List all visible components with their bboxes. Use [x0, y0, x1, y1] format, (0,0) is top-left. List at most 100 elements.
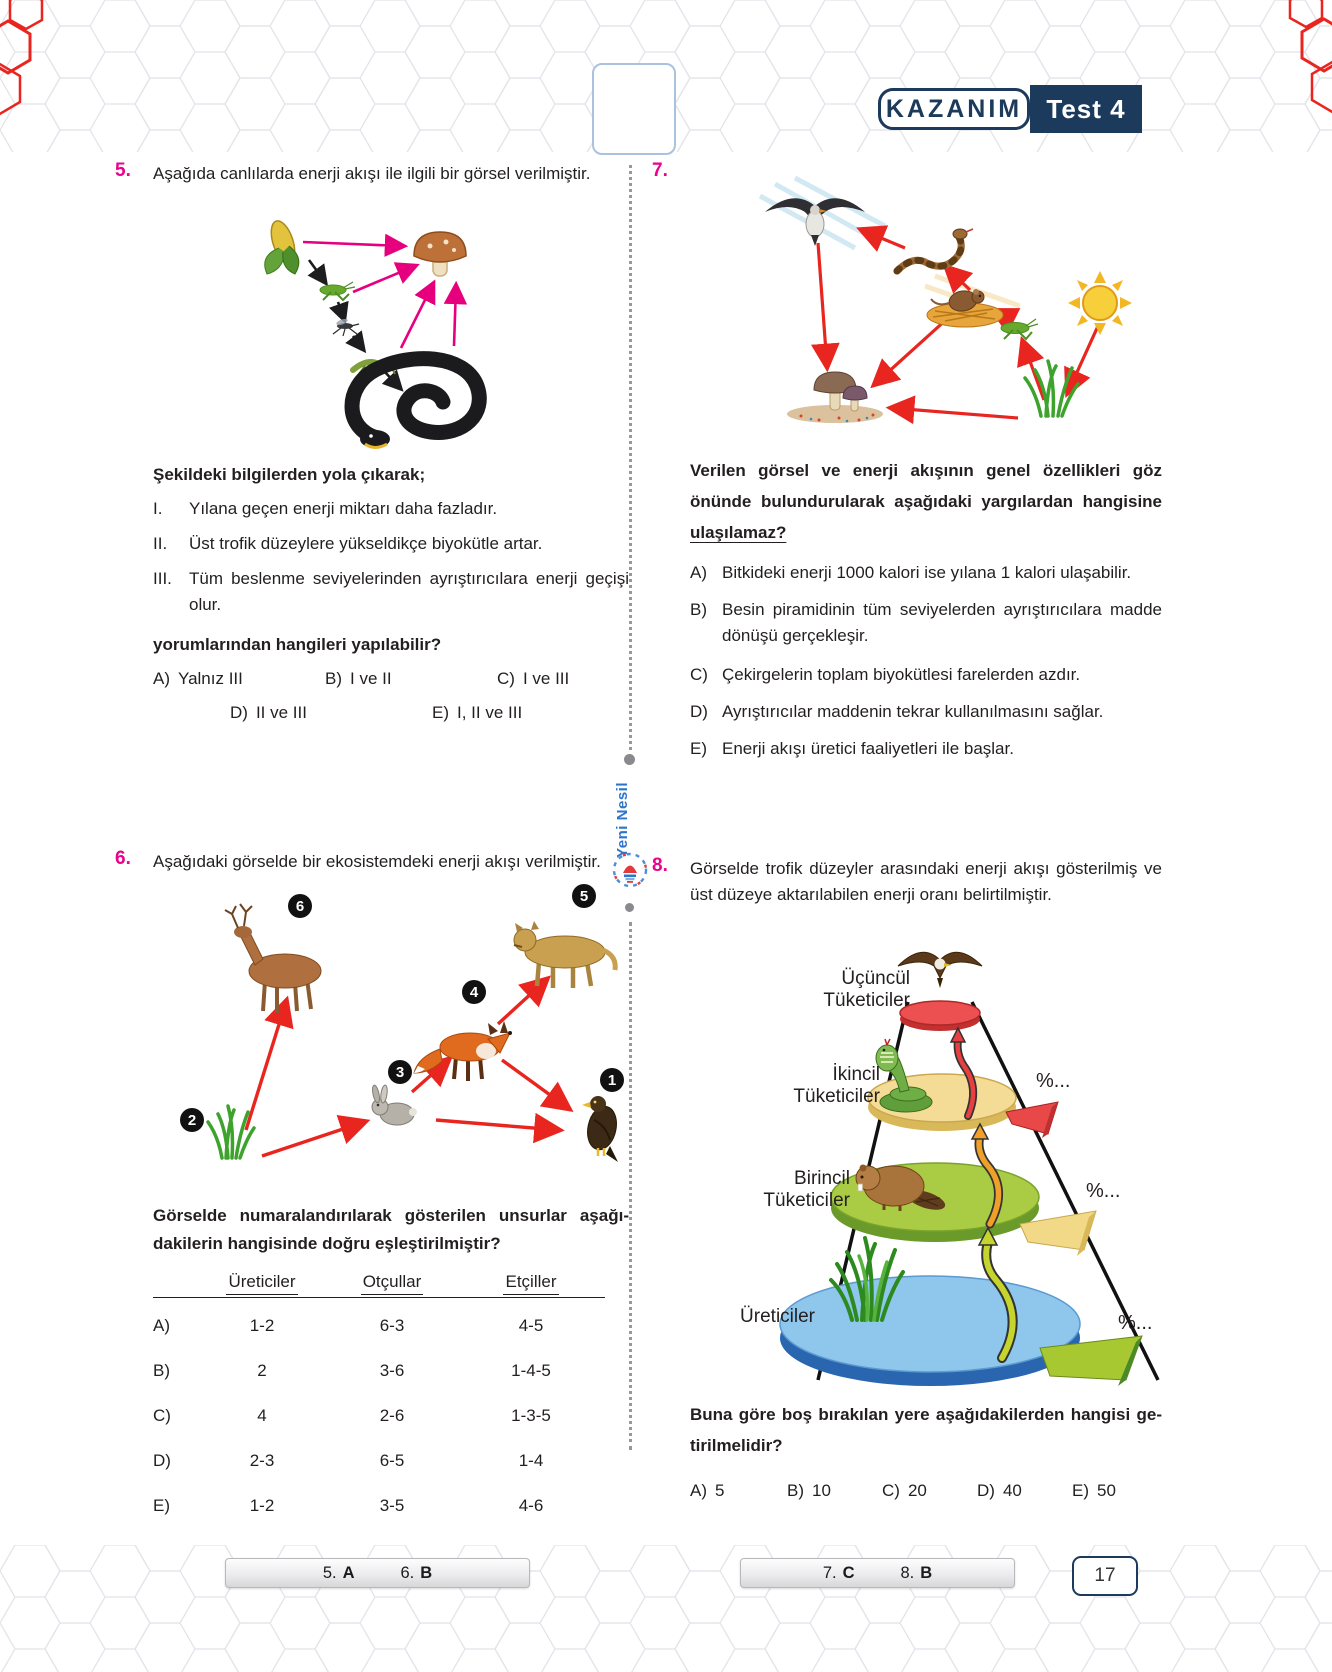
q5-options-row2: D) II ve III E) I, II ve III — [153, 700, 629, 726]
q5-intro: Aşağıda canlılarda enerji akışı ile ilgi… — [153, 164, 591, 183]
q6-question-line1: Görselde numaralandırılarak gösterilen u… — [153, 1206, 629, 1225]
mushrooms-icon — [787, 371, 883, 423]
mushroom-icon — [413, 231, 467, 277]
q5-number: 5. — [115, 160, 131, 181]
percent-label-2: %... — [1086, 1180, 1121, 1202]
q6-col-herbivores: Otçullar — [360, 1272, 424, 1295]
badge-5: 5 — [572, 884, 596, 908]
corn-icon — [264, 220, 300, 275]
badge-3: 3 — [388, 1060, 412, 1084]
divider-bullet-small — [625, 903, 634, 912]
q6-table-row-a: A) 1-2 6-3 4-5 — [153, 1316, 544, 1335]
q5-option-d: D) II ve III — [230, 703, 307, 722]
q5-option-b: B) I ve II — [325, 669, 392, 688]
blank-box — [592, 63, 676, 155]
grasshopper-icon — [1000, 318, 1039, 341]
q6-table-row-b: B) 2 3-6 1-4-5 — [153, 1361, 551, 1380]
grass-tuft-icon — [1023, 359, 1080, 418]
brown-snake-icon — [893, 228, 974, 275]
q6-col-carnivores: Etçiller — [503, 1272, 559, 1295]
q5-question: yorumlarından hangileri yapılabilir? — [153, 635, 442, 654]
q8-intro: Görselde trofik düzeyler arasındaki ener… — [690, 859, 1162, 904]
q6-intro: Aşağıdaki görselde bir ekosistemdeki ene… — [153, 852, 601, 871]
answer-q6: 6. B — [400, 1563, 433, 1582]
q7-number: 7. — [652, 160, 668, 181]
svg-text:3: 3 — [396, 1064, 404, 1081]
red-corner-accents — [0, 0, 1332, 116]
cougar-icon — [513, 921, 618, 988]
q8-option-d: D) 40 — [977, 1481, 1022, 1500]
q7-option-c: C) Çekirgelerin toplam biyokütlesi farele… — [690, 665, 1081, 684]
q5-figure-food-chain — [264, 220, 487, 449]
q8-options-row: A) 5 B) 10 C) 20 D) 40 E) 50 — [690, 1478, 1162, 1504]
q7-option-d: D) Ayrıştırıcılar maddenin tekrar kullanı… — [690, 702, 1104, 721]
q5-item-1: I. Yılana geçen enerji miktarı daha fazl… — [153, 499, 498, 518]
q7-question-line2: önünde bulundurularak aşağıdaki yargılar… — [690, 492, 1162, 511]
grasshopper-icon — [319, 281, 356, 302]
q7-option-b: B) Besin piramidinin tüm seviyelerden ayr… — [690, 600, 1162, 645]
q8-figure-energy-pyramid: Üçüncül Tüketiciler İkincil Tüketiciler Bi… — [690, 928, 1170, 1390]
percent-label-3: %... — [1118, 1312, 1153, 1334]
q8-option-e: E) 50 — [1072, 1481, 1116, 1500]
q6-table-row-e: E) 1-2 3-5 4-6 — [153, 1496, 544, 1515]
q6-figure-food-web: 6 5 4 3 1 2 — [180, 884, 624, 1162]
fox-icon — [413, 1021, 512, 1081]
answer-q5: 5. A — [322, 1563, 355, 1582]
q8-number: 8. — [652, 855, 668, 876]
decomposer-arrows — [302, 233, 468, 349]
beaver-icon — [855, 1164, 946, 1211]
q6-number: 6. — [115, 848, 131, 869]
trophic-disc-tertiary — [899, 1000, 981, 1031]
rabbit-icon — [371, 1084, 417, 1126]
cobra-icon — [875, 1038, 933, 1113]
q7-option-e: E) Enerji akışı üretici faaliyetleri ile … — [690, 739, 1014, 758]
vulture-icon — [765, 198, 865, 246]
svg-text:5: 5 — [580, 888, 588, 905]
q8-question-line1: Buna göre boş bırakılan yere aşağıdakile… — [690, 1405, 1162, 1424]
kazanim-box: KAZANIM — [878, 88, 1030, 130]
answer-q8: 8. B — [900, 1563, 933, 1582]
badge-4: 4 — [462, 980, 486, 1004]
label-primary-consumers: Birincil Tüketiciler — [763, 1168, 850, 1212]
q8-option-b: B) 10 — [787, 1481, 831, 1500]
eagle-top-icon — [897, 951, 983, 988]
sun-icon — [1068, 271, 1132, 335]
q5-option-e: E) I, II ve III — [432, 703, 523, 722]
q5-item-2: II. Üst trofik düzeylere yükseldikçe biy… — [153, 534, 543, 553]
eagle-icon — [582, 1096, 618, 1162]
q6-table-row-c: C) 4 2-6 1-3-5 — [153, 1406, 551, 1425]
q6-table-header: Üreticiler Otçullar Etçiller — [153, 1272, 605, 1298]
q6-question-line2: dakilerin hangisinde doğru eşleştirilmiş… — [153, 1234, 501, 1253]
kazanim-label: KAZANIM — [885, 94, 1023, 123]
q6-table-row-d: D) 2-3 6-5 1-4 — [153, 1451, 544, 1470]
percent-label-1: %... — [1036, 1070, 1071, 1092]
svg-text:4: 4 — [470, 984, 479, 1001]
badge-2: 2 — [180, 1108, 204, 1132]
q7-question-line1: Verilen görsel ve enerji akışının genel … — [690, 461, 1162, 480]
energy-flow-arrows — [949, 1026, 1018, 1363]
trophic-disc-producers — [779, 1275, 1143, 1386]
badge-1: 1 — [600, 1068, 624, 1092]
q6-col-producers: Üreticiler — [226, 1272, 298, 1295]
divider-dots-top — [629, 165, 632, 750]
divider-dots-bottom — [629, 922, 632, 1450]
energy-arrows — [811, 225, 1100, 425]
q5-lead: Şekildeki bilgilerden yola çıkarak; — [153, 465, 426, 484]
grass-icon — [206, 1104, 256, 1160]
q8-question-line2: tirilmelidir? — [690, 1436, 783, 1455]
rat-nest-icon — [926, 289, 1004, 328]
q5-option-a: A) Yalnız III — [153, 669, 243, 688]
label-producers: Üreticiler — [740, 1306, 815, 1327]
q5-option-c: C) I ve III — [497, 669, 570, 688]
badge-6: 6 — [288, 894, 312, 918]
yeni-nesil-logo — [612, 852, 648, 888]
svg-text:1: 1 — [608, 1072, 616, 1089]
q8-option-c: C) 20 — [882, 1481, 927, 1500]
q8-option-a: A) 5 — [690, 1481, 725, 1500]
energy-arrows — [244, 975, 574, 1158]
page-number: 17 — [1072, 1556, 1138, 1596]
test-label: Test 4 — [1046, 93, 1126, 124]
number-badges: 6 5 4 3 1 2 — [180, 884, 624, 1132]
label-tertiary-consumers: Üçüncül Tüketiciler — [823, 968, 910, 1012]
